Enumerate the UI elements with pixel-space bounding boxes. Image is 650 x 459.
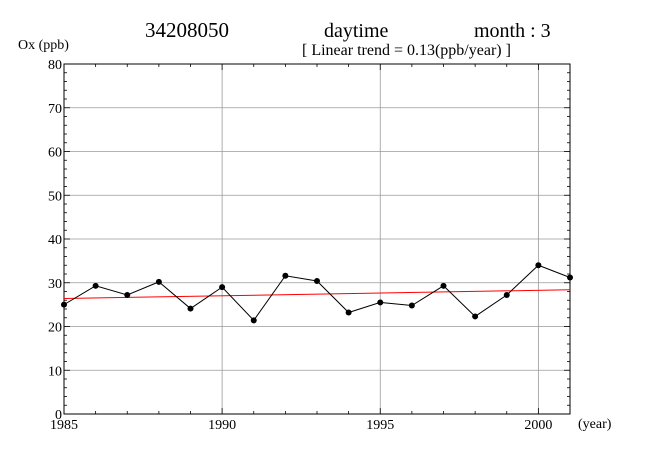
data-point [61, 301, 67, 308]
x-tick-label: 2000 [524, 418, 552, 433]
data-point [314, 278, 320, 284]
y-tick-label: 50 [48, 189, 62, 204]
y-tick-label: 40 [48, 233, 62, 248]
y-tick-label: 70 [48, 102, 62, 117]
station-id: 34208050 [145, 18, 229, 42]
linear-trend-label: [ Linear trend = 0.13(ppb/year) ] [302, 42, 511, 59]
month-label: month : 3 [474, 20, 551, 42]
x-tick-label: 1990 [208, 418, 236, 433]
data-point [503, 292, 510, 298]
plot-frame [63, 63, 571, 415]
data-point [567, 274, 573, 281]
data-point [124, 292, 131, 298]
y-tick-label: 10 [48, 364, 62, 379]
period-label: daytime [324, 20, 389, 42]
data-point [535, 262, 542, 269]
data-point [250, 317, 257, 324]
linear-trend-line [63, 289, 571, 299]
x-tick-label: 1985 [50, 418, 78, 433]
data-point [282, 272, 289, 279]
data-point [408, 302, 415, 309]
y-tick-label: 30 [48, 277, 62, 292]
data-point [187, 305, 194, 312]
data-point [92, 282, 99, 289]
data-point [345, 309, 352, 316]
data-point [377, 299, 384, 306]
ox-series-line [63, 264, 571, 322]
data-point [155, 278, 162, 285]
y-tick-label: 80 [48, 58, 62, 73]
y-tick-label: 20 [48, 321, 62, 336]
y-axis-label: Ox (ppb) [18, 38, 69, 53]
x-tick-label: 1995 [366, 418, 394, 433]
data-point [219, 284, 226, 291]
data-point [440, 282, 447, 289]
y-tick-label: 60 [48, 146, 62, 161]
y-tick-label: 0 [55, 408, 62, 423]
data-point [472, 313, 479, 320]
x-axis-label: (year) [578, 417, 612, 432]
